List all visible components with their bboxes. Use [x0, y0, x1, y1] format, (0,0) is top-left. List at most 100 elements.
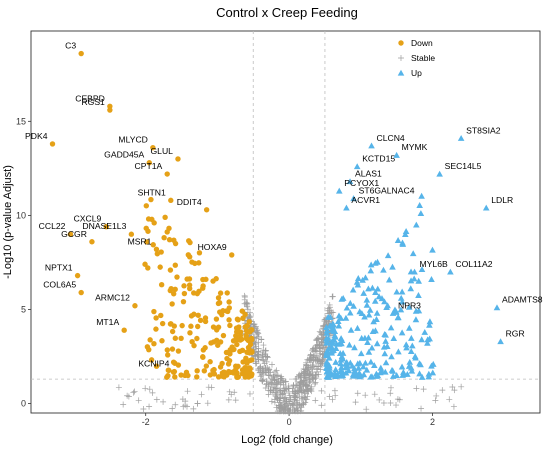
up-point	[390, 335, 398, 342]
down-point	[192, 260, 198, 267]
up-point	[402, 341, 410, 348]
down-point	[178, 372, 184, 378]
gene-point-gcgr	[89, 239, 95, 245]
gene-point-col11a2	[447, 268, 454, 275]
stable-point	[268, 380, 275, 387]
up-point	[363, 366, 371, 373]
down-point	[166, 236, 173, 243]
gene-point-acvr1	[343, 204, 350, 211]
up-point	[327, 313, 334, 320]
stable-point	[449, 384, 456, 391]
up-point	[363, 296, 371, 303]
up-point	[412, 316, 420, 323]
down-point	[145, 265, 151, 271]
up-point	[402, 228, 410, 234]
stable-point	[278, 404, 285, 411]
stable-point	[124, 392, 131, 399]
up-point	[367, 358, 375, 365]
down-point	[207, 359, 213, 365]
stable-point	[310, 363, 317, 370]
up-point	[330, 327, 337, 334]
down-point	[187, 330, 193, 336]
down-point	[244, 323, 250, 329]
gene-point-pcyox1	[335, 187, 343, 194]
gene-point-sec14l5	[436, 170, 443, 177]
up-point	[366, 306, 374, 313]
up-point	[367, 373, 375, 380]
x-tick-label: 0	[287, 417, 292, 427]
gene-label-gadd45a: GADD45A	[104, 150, 144, 160]
down-point	[175, 348, 182, 354]
up-point	[410, 275, 418, 282]
up-point	[381, 350, 389, 357]
up-point	[398, 329, 406, 336]
stable-point	[317, 360, 324, 367]
down-point	[221, 369, 227, 375]
up-point	[415, 277, 422, 284]
gene-label-pdk4: PDK4	[25, 131, 48, 141]
down-point	[194, 335, 200, 342]
gene-point-ldlr	[482, 204, 490, 211]
stable-point	[317, 350, 324, 357]
y-axis-label: -Log10 (p-value Adjust)	[2, 165, 14, 279]
up-point	[342, 364, 350, 371]
stable-point	[316, 348, 323, 355]
gene-point-dnase1l3	[128, 231, 135, 237]
up-point	[363, 301, 371, 308]
stable-point	[190, 405, 197, 412]
up-point	[342, 369, 350, 376]
stable-point	[247, 313, 254, 320]
up-point	[429, 369, 437, 376]
up-point	[377, 364, 385, 371]
y-tick-label: 0	[21, 399, 26, 409]
stable-point	[265, 391, 272, 398]
stable-point	[285, 408, 292, 415]
down-point	[211, 371, 218, 377]
up-point	[388, 366, 396, 373]
up-point	[407, 285, 415, 292]
up-point	[407, 277, 415, 284]
gene-point-ccl22	[67, 231, 74, 237]
up-point	[424, 336, 431, 343]
gene-label-myl6b: MYL6B	[420, 259, 448, 269]
stable-point	[439, 387, 446, 394]
gene-label-col6a5: COL6A5	[43, 280, 76, 290]
stable-point	[329, 293, 336, 300]
stable-point	[277, 375, 284, 382]
down-point	[153, 363, 160, 369]
down-point	[239, 347, 246, 354]
down-point	[243, 332, 249, 339]
gene-point-mt1a	[121, 327, 127, 333]
stable-point	[304, 356, 311, 363]
up-point	[338, 353, 346, 360]
down-point	[243, 369, 250, 375]
stable-point	[135, 397, 142, 404]
stable-point	[420, 386, 427, 393]
down-point	[200, 347, 207, 353]
down-point	[249, 348, 255, 354]
legend: Down Stable Up	[397, 38, 435, 78]
stable-point	[243, 301, 250, 308]
stable-point	[273, 367, 280, 374]
stable-point	[380, 399, 387, 406]
stable-point	[259, 377, 266, 384]
down-point	[164, 229, 170, 235]
gene-point-myl6b	[411, 268, 418, 275]
down-point	[191, 342, 197, 349]
up-point	[368, 344, 376, 351]
up-point	[418, 192, 425, 199]
stable-point	[281, 388, 288, 395]
down-point	[164, 347, 171, 353]
up-point	[323, 367, 331, 374]
stable-point	[263, 381, 270, 388]
stable-point	[376, 396, 383, 403]
gene-point-ddit4	[203, 207, 210, 213]
stable-point	[273, 385, 280, 392]
stable-point	[298, 395, 305, 402]
up-point	[408, 367, 416, 374]
down-point	[233, 335, 239, 342]
gene-label-ldlr: LDLR	[491, 195, 513, 205]
up-point	[342, 314, 350, 321]
down-point	[178, 335, 184, 341]
